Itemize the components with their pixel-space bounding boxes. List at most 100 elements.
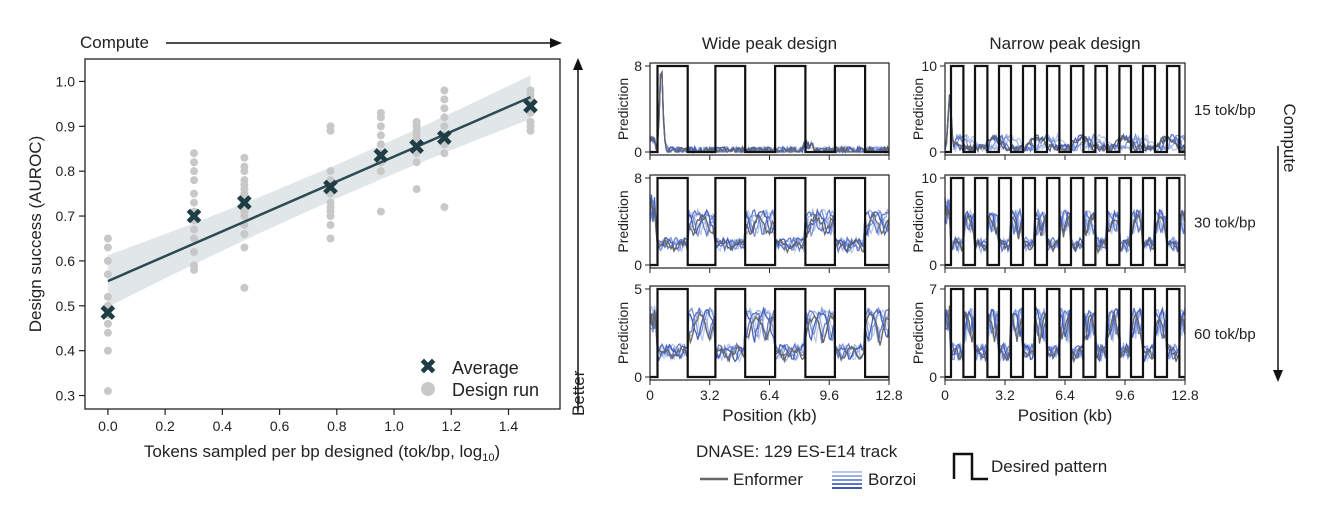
- design-run-point: [240, 176, 249, 185]
- design-run-point: [326, 198, 335, 207]
- panel-x-axis-label: Position (kb): [1018, 406, 1112, 425]
- compute-label-right: Compute: [1280, 104, 1299, 173]
- design-run-point: [376, 167, 385, 176]
- design-run-point: [326, 122, 335, 131]
- average-point: ✖: [99, 301, 117, 326]
- panel-x-tick-label: 3.2: [700, 387, 720, 403]
- panel-x-tick-label: 12.8: [1171, 387, 1198, 403]
- enformer-trace: [649, 309, 890, 364]
- design-run-point: [526, 117, 535, 126]
- borzoi-trace: [649, 306, 890, 363]
- design-run-point: [103, 270, 112, 279]
- borzoi-trace: [649, 73, 890, 155]
- design-run-point: [103, 346, 112, 355]
- design-run-point: [190, 225, 199, 234]
- panel-y-tick-label: 7: [929, 281, 937, 297]
- borzoi-trace: [944, 94, 1186, 153]
- legend-design-run-label: Design run: [452, 380, 539, 400]
- design-run-point: [526, 108, 535, 117]
- average-point: ✖: [372, 143, 390, 168]
- design-run-point: [190, 234, 199, 243]
- scatter-y-ticks: 0.3 0.4 0.5 0.6 0.7 0.8 0.9 1.0: [56, 73, 85, 404]
- borzoi-trace: [944, 306, 1186, 363]
- panel-y-tick-label: 8: [634, 58, 642, 74]
- prediction-panels: Wide peak design Narrow peak design 15 tok…: [615, 34, 1256, 425]
- track-label: DNASE: 129 ES-E14 track: [696, 442, 898, 461]
- design-run-point: [412, 158, 421, 167]
- y-tick-label: 0.8: [56, 163, 76, 179]
- y-tick-label: 0.6: [56, 253, 76, 269]
- design-run-point: [326, 189, 335, 198]
- row-label: 60 tok/bp: [1194, 326, 1256, 343]
- scatter-legend: ✖ Average Design run: [419, 354, 539, 400]
- design-run-point: [440, 86, 449, 95]
- panel-y-tick-label: 5: [634, 281, 642, 297]
- panel-title: Narrow peak design: [989, 34, 1140, 53]
- panel-frame: [649, 174, 890, 269]
- panel-y-tick-label: 0: [634, 369, 642, 385]
- borzoi-trace: [649, 305, 890, 363]
- design-run-point: [326, 221, 335, 230]
- design-run-point: [190, 261, 199, 270]
- y-tick-label: 1.0: [56, 73, 76, 89]
- panel-x-tick-label: 0: [646, 387, 654, 403]
- panel-y-tick-label: 10: [921, 170, 937, 186]
- borzoi-trace: [944, 200, 1186, 255]
- design-run-point: [190, 189, 199, 198]
- design-run-point: [240, 153, 249, 162]
- average-point: ✖: [407, 135, 425, 160]
- design-run-point: [190, 149, 199, 158]
- design-run-point: [190, 247, 199, 256]
- panel-x-tick-label: 0: [941, 387, 949, 403]
- design-run-point: [190, 207, 199, 216]
- design-run-point: [440, 95, 449, 104]
- row-label: 15 tok/bp: [1194, 102, 1256, 119]
- borzoi-legend-lines: [832, 471, 862, 489]
- y-tick-label: 0.4: [56, 343, 76, 359]
- compute-arrow-right: Compute: [1273, 104, 1299, 382]
- design-run-point: [103, 256, 112, 265]
- design-run-point: [103, 387, 112, 396]
- scatter-panel: ✖ ✖ ✖ ✖ ✖ ✖ ✖ ✖ 0.0 0.2 0.4 0.6 0.8 1.0 1.2 1.4 0.3 0.4…: [26, 58, 561, 464]
- y-tick-label: 0.9: [56, 118, 76, 134]
- x-tick-label: 1.2: [442, 418, 462, 434]
- panel-y-axis-label: Prediction: [615, 302, 631, 364]
- desired-pattern-trace: [650, 64, 889, 154]
- design-run-points: [103, 86, 535, 396]
- desired-pattern-trace: [945, 64, 1185, 154]
- panel-y-axis-label: Prediction: [910, 78, 926, 140]
- scatter-x-ticks: 0.0 0.2 0.4 0.6 0.8 1.0 1.2 1.4: [98, 409, 518, 434]
- design-run-point: [376, 149, 385, 158]
- design-run-point: [440, 113, 449, 122]
- compute-arrow-top: Compute: [80, 33, 562, 52]
- design-run-point: [526, 86, 535, 95]
- design-run-point: [440, 104, 449, 113]
- fit-confidence-band: [107, 75, 531, 308]
- y-tick-label: 0.5: [56, 298, 76, 314]
- borzoi-trace: [649, 307, 890, 363]
- desired-pattern-icon: [952, 452, 988, 481]
- panel-y-tick-label: 0: [929, 257, 937, 273]
- average-points: ✖ ✖ ✖ ✖ ✖ ✖ ✖ ✖: [99, 94, 540, 325]
- desired-pattern-trace: [650, 176, 889, 267]
- better-label: Better: [569, 370, 588, 416]
- enformer-legend-label: Enformer: [733, 470, 803, 489]
- desired-pattern-trace: [945, 287, 1185, 379]
- panel-y-axis-label: Prediction: [910, 302, 926, 364]
- panel-y-tick-label: 0: [929, 144, 937, 160]
- panel-y-axis-label: Prediction: [615, 190, 631, 252]
- panel-x-tick-label: 9.6: [1115, 387, 1135, 403]
- borzoi-legend-label: Borzoi: [868, 470, 916, 489]
- x-tick-label: 0.6: [270, 418, 290, 434]
- panel-y-tick-label: 8: [634, 170, 642, 186]
- panel-x-tick-label: 12.8: [875, 387, 902, 403]
- enformer-trace: [944, 198, 1186, 255]
- design-run-point: [376, 108, 385, 117]
- enformer-trace: [649, 202, 890, 254]
- panel-x-tick-label: 6.4: [1055, 387, 1075, 403]
- panel-x-tick-label: 9.6: [820, 387, 840, 403]
- design-run-point: [240, 162, 249, 171]
- average-point: ✖: [185, 204, 203, 229]
